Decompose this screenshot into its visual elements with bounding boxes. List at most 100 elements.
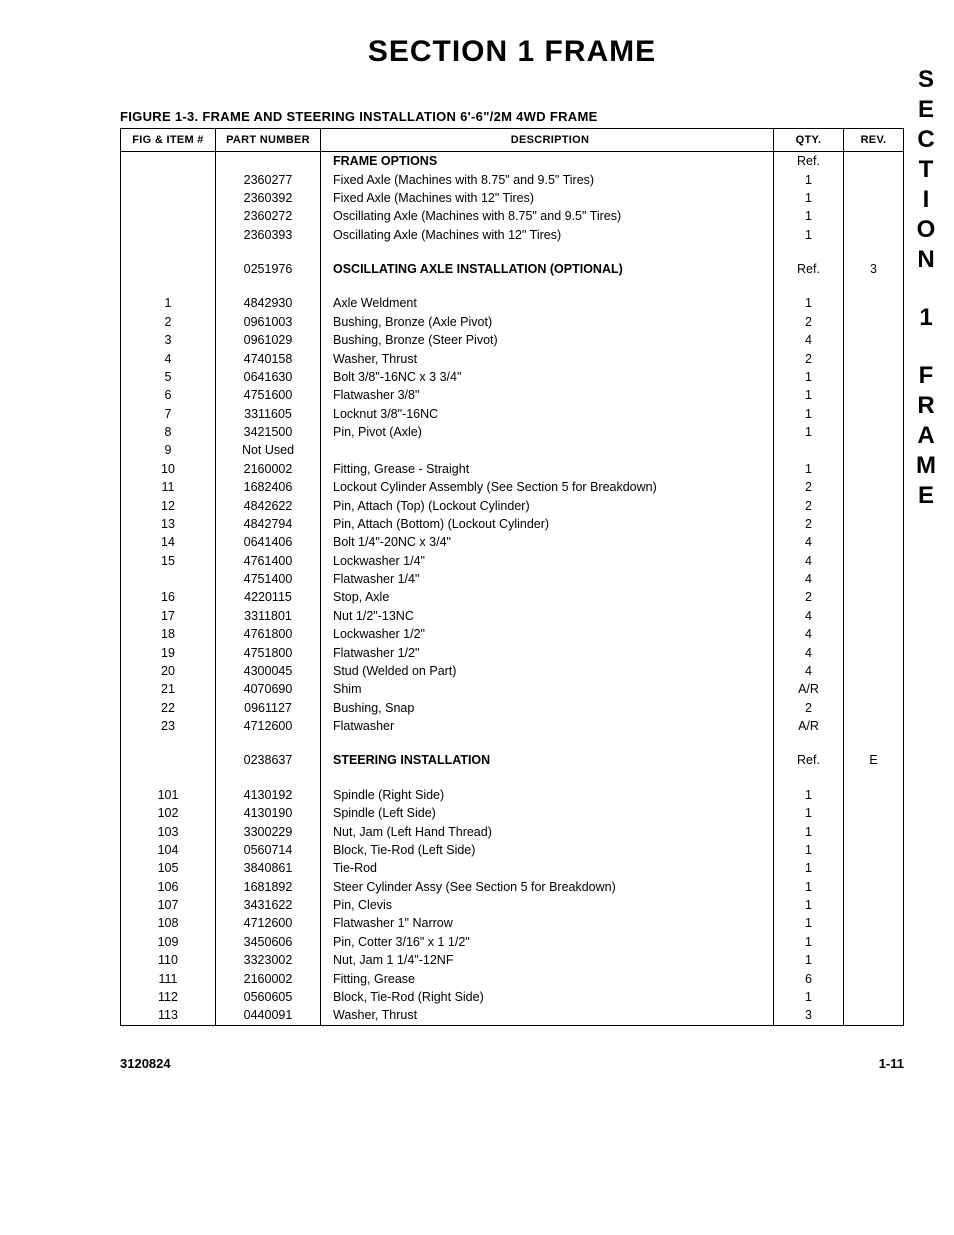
cell-part: 0238637 [216,751,321,769]
cell-desc: Steer Cylinder Assy (See Section 5 for B… [321,878,774,896]
cell-fig [121,751,216,769]
cell-rev [844,786,904,804]
table-row: 50641630Bolt 3/8"-16NC x 3 3/4"1 [121,368,904,386]
cell-rev [844,331,904,349]
cell-desc: Flatwasher [321,717,774,735]
cell-desc: Nut, Jam (Left Hand Thread) [321,822,774,840]
cell-qty [774,441,844,459]
cell-desc: Stud (Welded on Part) [321,662,774,680]
cell-rev [844,313,904,331]
cell-part: 3431622 [216,896,321,914]
cell-desc: Fitting, Grease - Straight [321,460,774,478]
table-row: 1120560605Block, Tie-Rod (Right Side)1 [121,988,904,1006]
header-part: PART NUMBER [216,129,321,152]
cell-qty: A/R [774,717,844,735]
cell-part: 3300229 [216,822,321,840]
cell-desc: Fixed Axle (Machines with 12" Tires) [321,189,774,207]
cell-part: 4842622 [216,496,321,514]
spacer-cell [774,735,844,751]
cell-part: 4751600 [216,386,321,404]
cell-rev [844,207,904,225]
footer-right: 1-11 [879,1056,904,1071]
cell-part: 0440091 [216,1006,321,1025]
table-row: 30961029Bushing, Bronze (Steer Pivot)4 [121,331,904,349]
cell-fig: 15 [121,552,216,570]
cell-qty: 2 [774,588,844,606]
cell-fig [121,207,216,225]
cell-part: 4712600 [216,717,321,735]
cell-desc: Fixed Axle (Machines with 8.75" and 9.5"… [321,170,774,188]
cell-qty: 2 [774,313,844,331]
cell-desc: Lockwasher 1/2" [321,625,774,643]
table-row: 1061681892Steer Cylinder Assy (See Secti… [121,878,904,896]
cell-desc: Locknut 3/8"-16NC [321,405,774,423]
cell-part: 0251976 [216,260,321,278]
cell-part: 4130192 [216,786,321,804]
cell-rev [844,294,904,312]
table-row: 2360277Fixed Axle (Machines with 8.75" a… [121,170,904,188]
cell-rev [844,588,904,606]
cell-rev [844,441,904,459]
cell-desc: Washer, Thrust [321,349,774,367]
header-qty: QTY. [774,129,844,152]
table-header-row: FIG & ITEM # PART NUMBER DESCRIPTION QTY… [121,129,904,152]
table-row: 9Not Used [121,441,904,459]
table-row: 204300045Stud (Welded on Part)4 [121,662,904,680]
cell-part: 3840861 [216,859,321,877]
table-row: 173311801Nut 1/2"-13NC4 [121,607,904,625]
cell-fig: 2 [121,313,216,331]
spacer-cell [844,244,904,260]
cell-qty: 3 [774,1006,844,1025]
cell-part: 2160002 [216,460,321,478]
table-row: FRAME OPTIONSRef. [121,152,904,171]
cell-rev [844,423,904,441]
cell-fig: 104 [121,841,216,859]
cell-rev [844,717,904,735]
cell-fig: 10 [121,460,216,478]
cell-part: 0641406 [216,533,321,551]
table-row: 4751400Flatwasher 1/4"4 [121,570,904,588]
cell-desc: Pin, Cotter 3/16" x 1 1/2" [321,933,774,951]
footer-left: 3120824 [120,1056,171,1071]
cell-qty: 1 [774,804,844,822]
cell-part: 4220115 [216,588,321,606]
table-row: 1103323002Nut, Jam 1 1/4"-12NF1 [121,951,904,969]
spacer-cell [321,735,774,751]
cell-qty: 2 [774,496,844,514]
cell-part: 4740158 [216,349,321,367]
figure-caption: FIGURE 1-3. FRAME AND STEERING INSTALLAT… [120,109,904,124]
spacer-cell [216,735,321,751]
cell-qty: 1 [774,423,844,441]
cell-fig: 107 [121,896,216,914]
cell-rev [844,170,904,188]
cell-desc: Pin, Attach (Top) (Lockout Cylinder) [321,496,774,514]
table-row: 64751600Flatwasher 3/8"1 [121,386,904,404]
cell-rev [844,933,904,951]
cell-desc: Pin, Attach (Bottom) (Lockout Cylinder) [321,515,774,533]
cell-part: 3323002 [216,951,321,969]
cell-desc: Oscillating Axle (Machines with 12" Tire… [321,226,774,244]
table-row: 134842794Pin, Attach (Bottom) (Lockout C… [121,515,904,533]
cell-desc: Pin, Clevis [321,896,774,914]
cell-part: 1682406 [216,478,321,496]
cell-desc: Nut, Jam 1 1/4"-12NF [321,951,774,969]
table-row: 220961127Bushing, Snap2 [121,699,904,717]
cell-qty: 4 [774,552,844,570]
cell-part: 4751800 [216,643,321,661]
cell-qty: 1 [774,189,844,207]
cell-desc: Spindle (Right Side) [321,786,774,804]
cell-fig: 106 [121,878,216,896]
table-row: 1024130190Spindle (Left Side)1 [121,804,904,822]
cell-desc: Block, Tie-Rod (Right Side) [321,988,774,1006]
cell-fig: 23 [121,717,216,735]
table-row [121,770,904,786]
cell-rev: E [844,751,904,769]
cell-qty: 1 [774,896,844,914]
table-row: 73311605Locknut 3/8"-16NC1 [121,405,904,423]
cell-fig: 111 [121,969,216,987]
table-row: 20961003Bushing, Bronze (Axle Pivot)2 [121,313,904,331]
cell-fig: 14 [121,533,216,551]
cell-qty: 2 [774,699,844,717]
cell-qty: 6 [774,969,844,987]
cell-fig: 16 [121,588,216,606]
